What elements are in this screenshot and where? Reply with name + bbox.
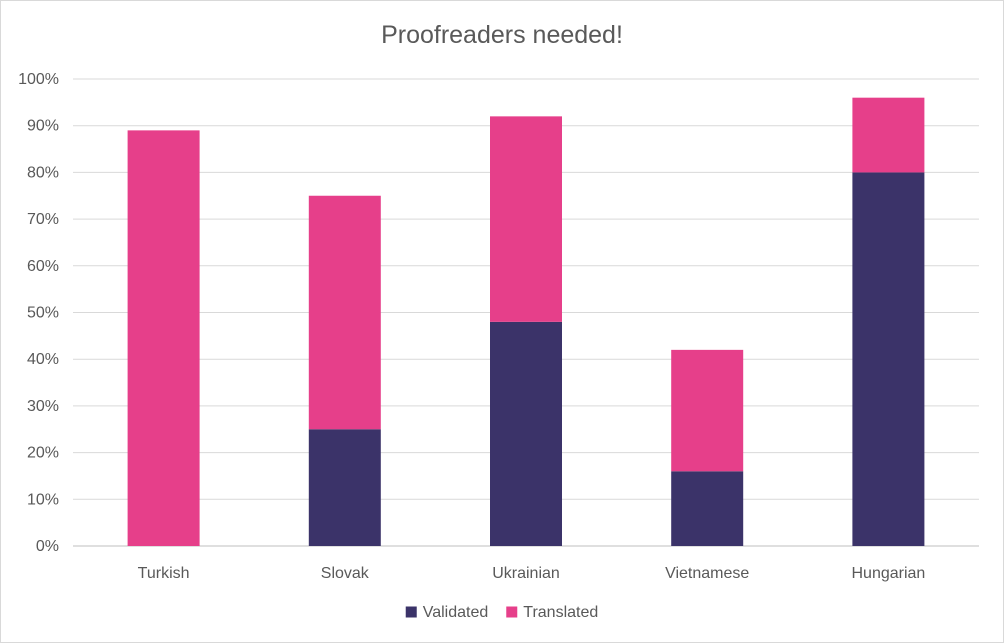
legend-swatch-validated	[405, 606, 417, 618]
bar-translated-turkish	[127, 130, 200, 546]
bar-translated-ukrainian	[490, 116, 562, 322]
y-tick-label: 70%	[27, 211, 59, 228]
x-category-label: Turkish	[138, 565, 190, 582]
y-tick-label: 0%	[36, 538, 59, 555]
legend-label: Validated	[423, 604, 489, 621]
y-tick-label: 60%	[27, 258, 59, 275]
legend-label: Translated	[523, 604, 598, 621]
bar-validated-vietnamese	[671, 471, 744, 546]
y-tick-label: 90%	[27, 118, 59, 135]
y-tick-label: 50%	[27, 305, 59, 322]
bar-translated-vietnamese	[671, 349, 744, 472]
x-category-label: Slovak	[321, 565, 370, 582]
bar-translated-slovak	[308, 195, 381, 430]
legend-swatch-translated	[506, 606, 518, 618]
x-category-label: Hungarian	[851, 565, 925, 582]
y-tick-label: 10%	[27, 491, 59, 508]
y-tick-label: 30%	[27, 398, 59, 415]
bar-validated-slovak	[308, 429, 381, 546]
y-tick-label: 80%	[27, 164, 59, 181]
bar-validated-hungarian	[852, 172, 925, 546]
chart-title: Proofreaders needed!	[381, 21, 623, 49]
y-tick-label: 40%	[27, 351, 59, 368]
y-tick-label: 100%	[18, 71, 59, 88]
x-category-label: Vietnamese	[665, 565, 749, 582]
y-tick-label: 20%	[27, 445, 59, 462]
bar-translated-hungarian	[852, 97, 925, 173]
x-category-label: Ukrainian	[492, 565, 560, 582]
bar-validated-ukrainian	[490, 321, 562, 546]
